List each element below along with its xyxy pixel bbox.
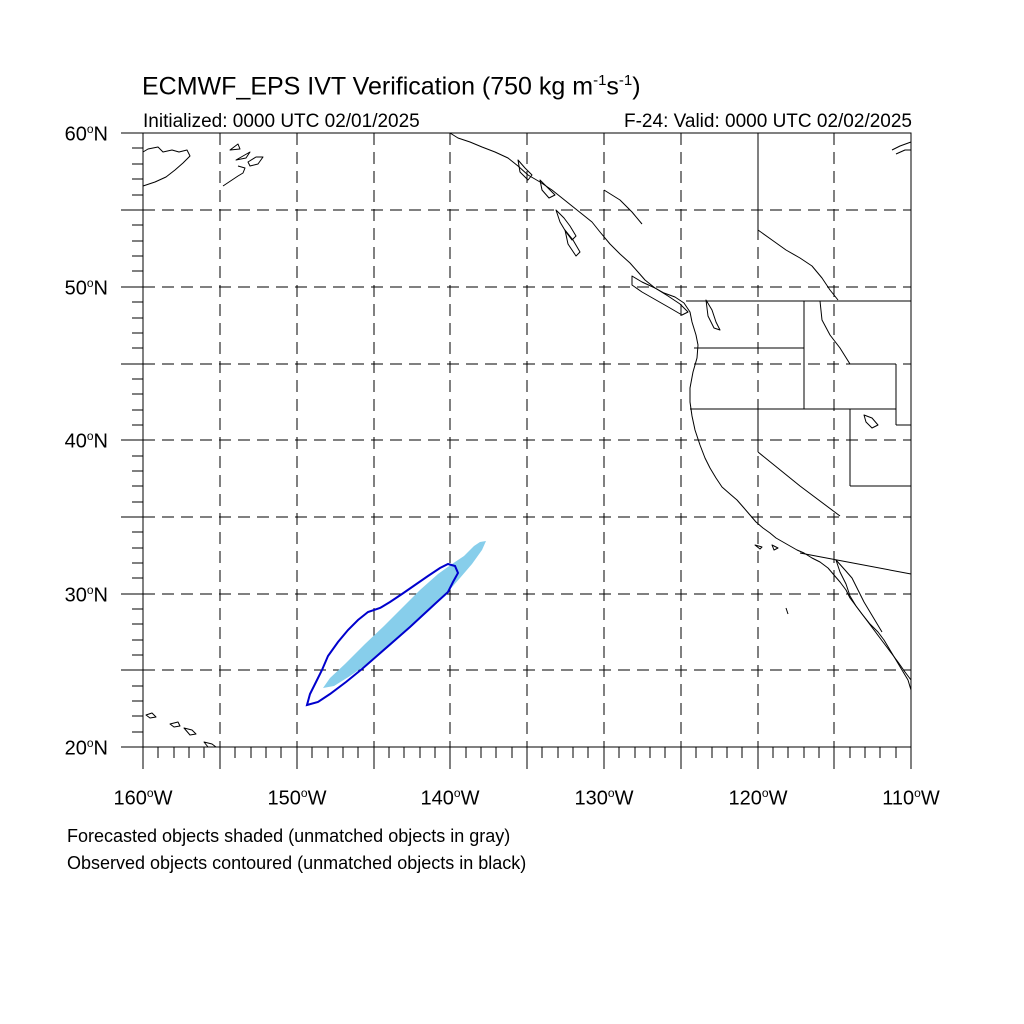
lat-label-30n: 30oN bbox=[64, 583, 108, 607]
initialized-label: Initialized: 0000 UTC 02/01/2025 bbox=[143, 111, 420, 132]
map-border bbox=[142, 132, 912, 748]
lon-label-110w: 110oW bbox=[882, 786, 940, 810]
legend-forecast-note: Forecasted objects shaded (unmatched obj… bbox=[67, 826, 511, 846]
lat-label-20n: 20oN bbox=[64, 736, 108, 760]
lat-label-50n: 50oN bbox=[64, 276, 108, 300]
axis-ticks bbox=[121, 132, 912, 769]
legend-observed-note: Observed objects contoured (unmatched ob… bbox=[67, 853, 527, 873]
lon-label-150w: 150oW bbox=[267, 786, 327, 810]
political-boundaries bbox=[686, 133, 912, 575]
graticule bbox=[143, 133, 911, 747]
lon-label-130w: 130oW bbox=[574, 786, 634, 810]
lon-label-160w: 160oW bbox=[113, 786, 173, 810]
chart-title: ECMWF_EPS IVT Verification (750 kg m-1s-… bbox=[142, 72, 641, 101]
coastlines bbox=[142, 132, 912, 748]
valid-time-label: F-24: Valid: 0000 UTC 02/02/2025 bbox=[624, 111, 912, 132]
lat-label-40n: 40oN bbox=[64, 429, 108, 453]
observed-ivt-contour bbox=[305, 562, 460, 707]
lon-label-140w: 140oW bbox=[420, 786, 480, 810]
lat-label-60n: 60oN bbox=[64, 122, 108, 146]
forecast-ivt-object bbox=[323, 541, 486, 688]
lon-label-120w: 120oW bbox=[728, 786, 788, 810]
